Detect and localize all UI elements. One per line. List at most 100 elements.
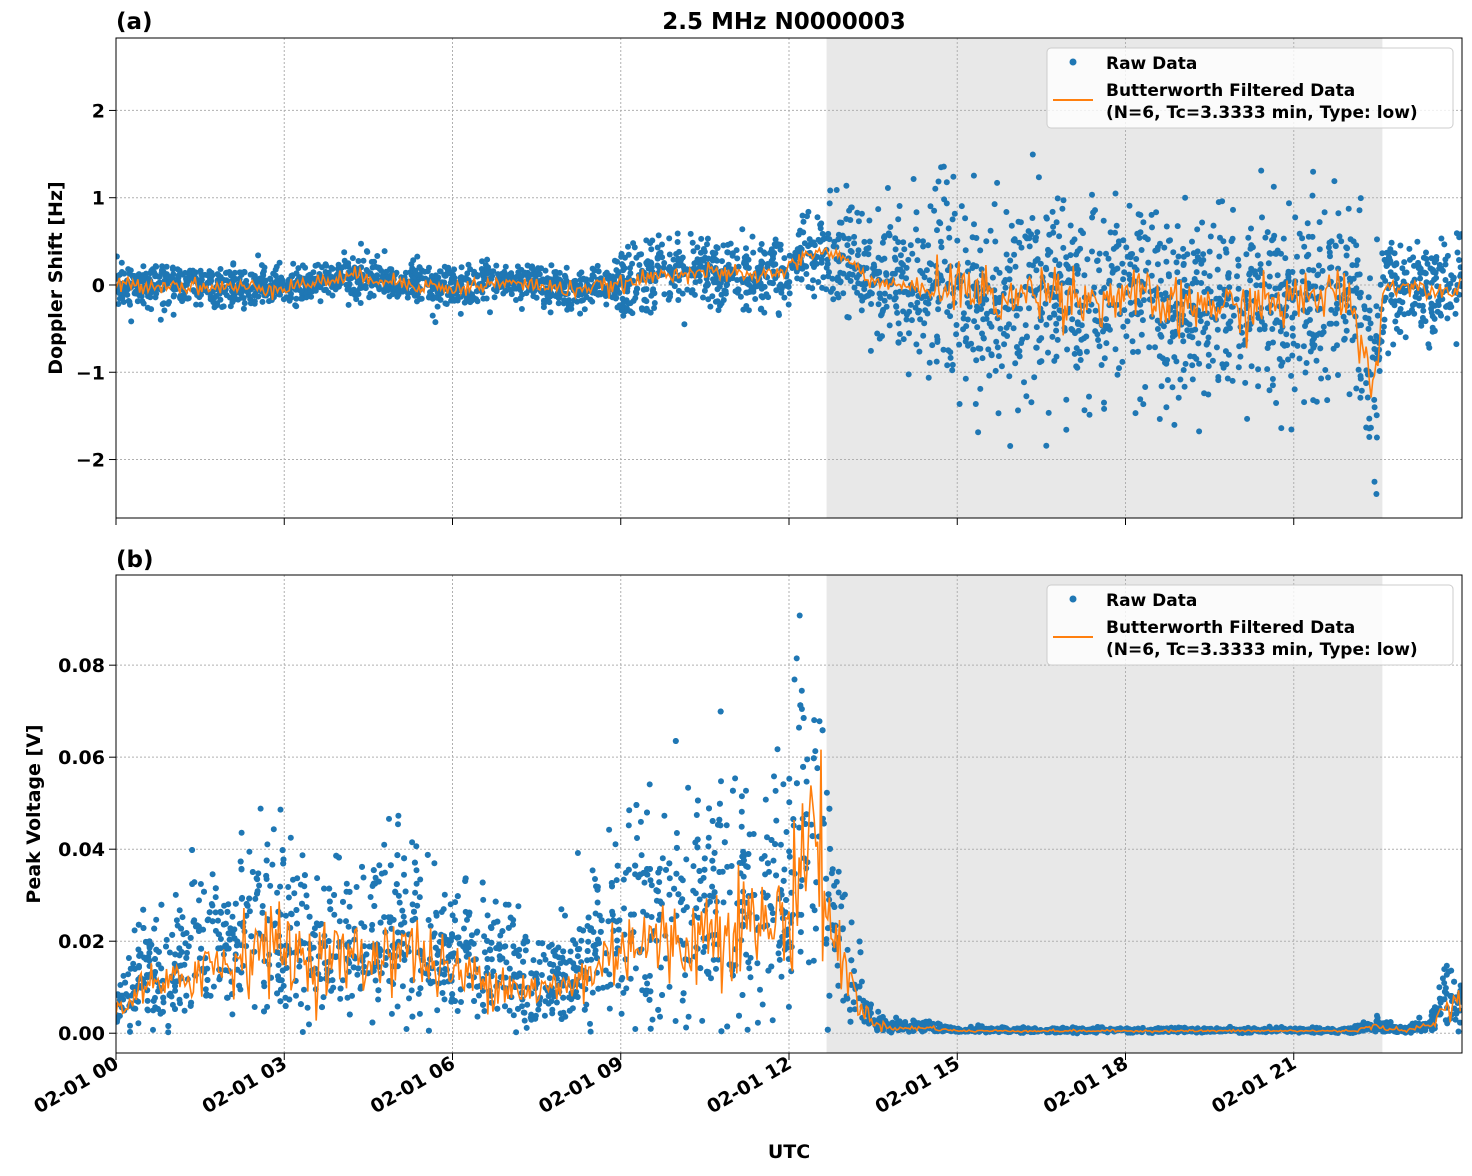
raw-point (740, 307, 746, 313)
raw-point (909, 251, 915, 257)
raw-point (746, 965, 752, 971)
raw-point (1399, 299, 1405, 305)
raw-point (1012, 360, 1018, 366)
raw-point (1072, 236, 1078, 242)
raw-point (182, 270, 188, 276)
raw-point (1192, 259, 1198, 265)
raw-point (1201, 270, 1207, 276)
raw-point (1181, 261, 1187, 267)
raw-point (395, 1004, 401, 1010)
raw-point (743, 788, 749, 794)
raw-point (836, 294, 842, 300)
raw-point (1444, 315, 1450, 321)
raw-point (1211, 223, 1217, 229)
raw-point (1245, 235, 1251, 241)
raw-point (1034, 324, 1040, 330)
raw-point (1286, 269, 1292, 275)
raw-point (817, 222, 823, 228)
raw-point (1327, 265, 1333, 271)
raw-point (1374, 236, 1380, 242)
raw-point (1377, 368, 1383, 374)
raw-point (786, 848, 792, 854)
raw-point (816, 237, 822, 243)
raw-point (743, 245, 749, 251)
raw-point (1314, 358, 1320, 364)
raw-point (1103, 340, 1109, 346)
raw-point (1190, 376, 1196, 382)
raw-point (1006, 373, 1012, 379)
raw-point (765, 294, 771, 300)
raw-point (1206, 363, 1212, 369)
raw-point (1355, 257, 1361, 263)
raw-point (1206, 335, 1212, 341)
raw-point (734, 277, 740, 283)
raw-point (831, 243, 837, 249)
raw-point (1032, 236, 1038, 242)
raw-point (1007, 443, 1013, 449)
raw-point (1344, 253, 1350, 259)
raw-point (1026, 305, 1032, 311)
raw-point (294, 270, 300, 276)
raw-point (1291, 341, 1297, 347)
raw-point (458, 275, 464, 281)
raw-point (973, 401, 979, 407)
raw-point (1327, 321, 1333, 327)
raw-point (262, 265, 268, 271)
raw-point (1198, 318, 1204, 324)
raw-point (804, 213, 810, 219)
raw-point (1181, 367, 1187, 373)
raw-point (923, 299, 929, 305)
raw-point (295, 265, 301, 271)
raw-point (1279, 282, 1285, 288)
raw-point (1406, 310, 1412, 316)
raw-point (1101, 285, 1107, 291)
x-tick-label: 02-01 21 (1208, 1052, 1300, 1118)
raw-point (876, 269, 882, 275)
raw-point (928, 203, 934, 209)
raw-point (1163, 361, 1169, 367)
raw-point (1155, 247, 1161, 253)
raw-point (564, 265, 570, 271)
raw-point (642, 880, 648, 886)
raw-point (1195, 340, 1201, 346)
raw-point (1220, 238, 1226, 244)
raw-point (164, 937, 170, 943)
raw-point (1389, 240, 1395, 246)
raw-point (934, 334, 940, 340)
raw-point (135, 298, 141, 304)
raw-point (1127, 203, 1133, 209)
raw-point (1264, 366, 1270, 372)
raw-point (1389, 292, 1395, 298)
raw-point (904, 317, 910, 323)
raw-point (313, 263, 319, 269)
raw-point (513, 297, 519, 303)
raw-point (1113, 191, 1119, 197)
raw-point (1344, 328, 1350, 334)
raw-point (701, 258, 707, 264)
raw-point (1001, 279, 1007, 285)
raw-point (400, 983, 406, 989)
raw-point (548, 309, 554, 315)
panel-label-a: (a) (116, 9, 153, 35)
raw-point (519, 306, 525, 312)
raw-point (373, 978, 379, 984)
raw-point (288, 295, 294, 301)
raw-point (807, 236, 813, 242)
raw-point (1392, 319, 1398, 325)
raw-point (1299, 269, 1305, 275)
raw-point (971, 318, 977, 324)
raw-point (229, 1011, 235, 1017)
raw-point (848, 278, 854, 284)
raw-point (218, 266, 224, 272)
raw-point (1382, 278, 1388, 284)
raw-point (1047, 249, 1053, 255)
raw-point (1372, 479, 1378, 485)
raw-point (707, 304, 713, 310)
raw-point (1357, 207, 1363, 213)
raw-point (977, 247, 983, 253)
raw-point (125, 266, 131, 272)
raw-point (922, 274, 928, 280)
raw-point (582, 306, 588, 312)
raw-point (620, 313, 626, 319)
raw-point (1182, 384, 1188, 390)
